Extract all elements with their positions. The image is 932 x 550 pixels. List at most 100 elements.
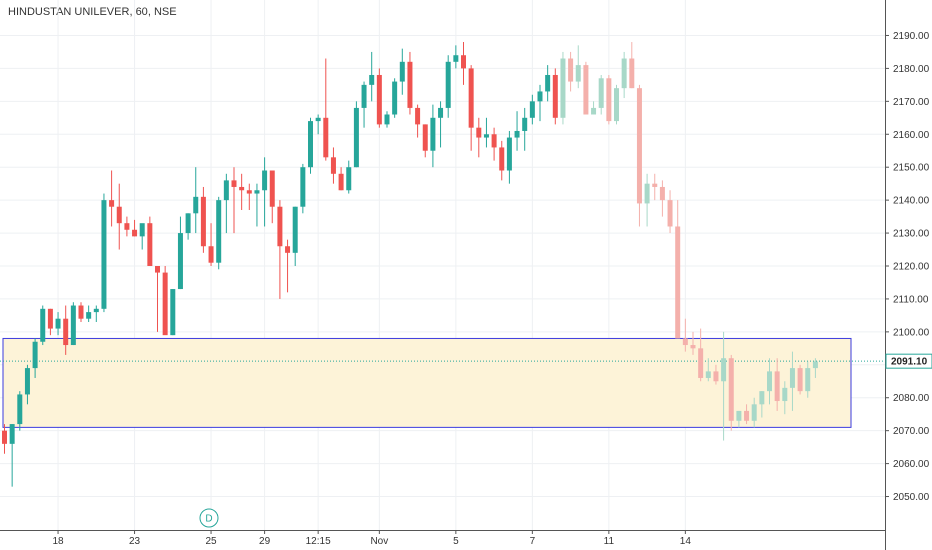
candle-body <box>315 117 321 122</box>
candle-body <box>277 206 283 247</box>
candle-body <box>422 124 428 151</box>
candle <box>606 74 612 125</box>
candle <box>491 127 497 161</box>
candle-body <box>430 117 436 151</box>
candle <box>453 45 459 69</box>
candle-body <box>438 107 444 118</box>
candle-body <box>338 173 344 191</box>
candle <box>63 305 69 355</box>
chart-title: HINDUSTAN UNILEVER, 60, NSE <box>8 6 177 18</box>
candle <box>445 55 451 118</box>
candle <box>308 117 313 174</box>
candle <box>216 196 222 270</box>
candle-body <box>537 91 543 102</box>
last-price-badge: 2091.10 <box>885 353 932 369</box>
candle <box>591 101 597 115</box>
candle <box>621 51 627 99</box>
candle <box>529 94 535 125</box>
candle-body <box>698 348 704 378</box>
candle <box>147 216 153 266</box>
candle-body <box>308 121 313 168</box>
candle <box>346 160 352 194</box>
candle <box>438 101 444 148</box>
candle-body <box>782 387 788 402</box>
candle <box>93 305 99 322</box>
candle-body <box>774 371 780 402</box>
price-tick-label: 2060.00 <box>893 459 930 470</box>
candle <box>24 364 30 405</box>
candle-body <box>223 180 229 201</box>
candle <box>644 173 650 227</box>
candle <box>583 61 589 115</box>
candle <box>751 397 757 428</box>
candle-body <box>162 272 168 336</box>
marker-circle[interactable] <box>199 508 219 528</box>
candle-body <box>392 81 398 115</box>
candle-body <box>614 88 619 122</box>
candle-body <box>667 200 673 227</box>
candle <box>193 167 199 234</box>
candle <box>2 424 7 454</box>
candle <box>262 157 268 227</box>
candle <box>499 140 505 181</box>
candle-body <box>705 371 711 378</box>
price-axis[interactable]: 2050.002060.002070.002080.002090.002100.… <box>885 31 930 503</box>
dividend-marker[interactable]: D <box>199 508 219 528</box>
candle <box>522 107 528 151</box>
candle <box>292 206 298 266</box>
candle <box>667 190 673 234</box>
candle-body <box>744 410 750 421</box>
candle-body <box>652 183 658 187</box>
candle-body <box>560 58 566 118</box>
candle-body <box>583 65 589 115</box>
grid-lines <box>0 0 885 530</box>
candle <box>399 48 405 95</box>
candle-body <box>767 371 772 392</box>
time-axis[interactable]: 18 23 25 29 12:15 Nov 5 7 11 14 <box>52 530 691 547</box>
candle-body <box>269 170 275 207</box>
time-tick-label: Nov <box>370 536 388 547</box>
candle <box>537 84 543 122</box>
price-tick-label: 2100.00 <box>893 327 930 338</box>
candle-body <box>805 368 811 392</box>
candle <box>476 117 482 158</box>
candle <box>132 219 138 237</box>
candle-body <box>713 371 719 382</box>
candle <box>392 78 398 118</box>
candle <box>506 130 512 184</box>
candle <box>124 216 130 237</box>
candle-body <box>32 341 38 369</box>
candle <box>353 101 359 168</box>
candle-body <box>200 196 206 247</box>
candle <box>744 404 750 425</box>
candle-body <box>552 74 558 118</box>
candle-body <box>9 424 15 444</box>
candle-body <box>483 134 489 138</box>
candle-body <box>797 368 803 392</box>
candle-body <box>621 58 627 89</box>
candle <box>774 358 780 411</box>
candle <box>682 318 688 352</box>
candle <box>782 381 788 415</box>
candle <box>759 391 765 418</box>
candle-body <box>682 338 688 346</box>
time-tick-label: 14 <box>680 536 692 547</box>
support-zone[interactable] <box>2 337 852 428</box>
candle <box>32 338 38 378</box>
candle-body <box>690 345 696 349</box>
candle <box>560 51 566 125</box>
candle <box>330 147 336 184</box>
candle-body <box>185 213 191 234</box>
candle-body <box>606 78 612 122</box>
candle <box>614 84 619 125</box>
candle-body <box>147 223 153 266</box>
candle-body <box>491 134 497 148</box>
candle <box>78 302 84 322</box>
candles <box>2 42 818 487</box>
time-tick-label: 5 <box>453 536 459 547</box>
candle <box>690 331 696 355</box>
candle-body <box>239 186 245 191</box>
candle-body <box>499 147 505 171</box>
candle-body <box>132 229 138 237</box>
